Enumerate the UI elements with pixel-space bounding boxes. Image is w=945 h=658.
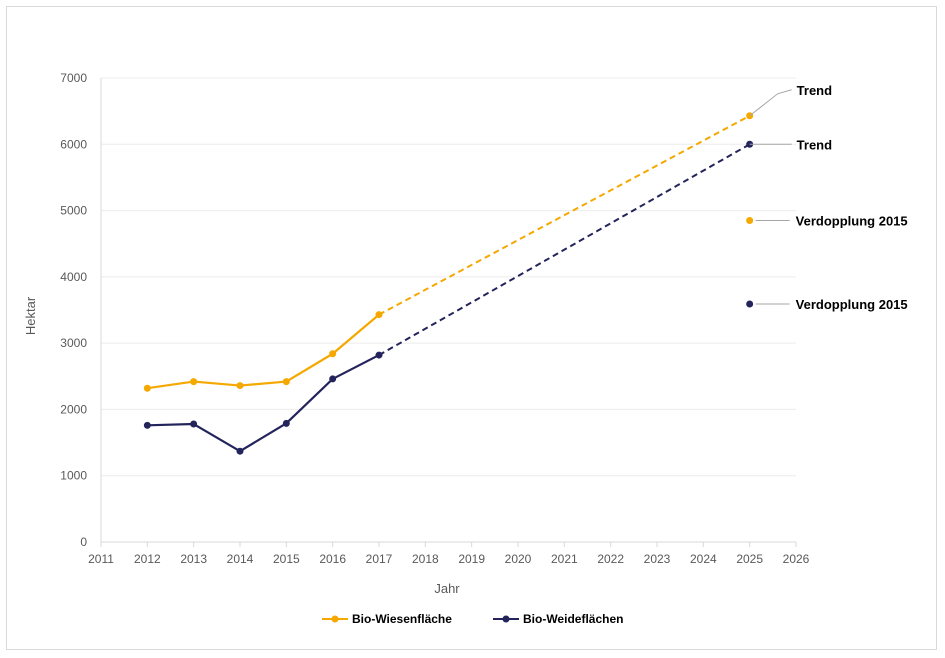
x-tick-label: 2016 (319, 552, 346, 566)
gridlines (101, 77, 796, 477)
x-tick-label: 2012 (134, 552, 161, 566)
x-tick-label: 2021 (551, 552, 578, 566)
trend-label: Trend (797, 83, 832, 98)
data-point (190, 378, 198, 386)
legend-label-weide: Bio-Weideflächen (523, 612, 623, 626)
data-point (329, 350, 337, 358)
data-point (236, 382, 244, 390)
y-tick-label: 1000 (60, 469, 87, 483)
target-point (746, 300, 754, 308)
legend-label-wiesen: Bio-Wiesenfläche (352, 612, 452, 626)
trend-lines (378, 89, 792, 356)
trend-label-leader (749, 89, 792, 117)
data-point (375, 311, 383, 319)
x-tick-label: 2020 (505, 552, 532, 566)
x-tick-label: 2018 (412, 552, 439, 566)
x-tick-label: 2024 (690, 552, 717, 566)
series-line (147, 354, 380, 453)
target-point (746, 217, 754, 225)
trend-label: Trend (797, 137, 832, 152)
legend-marker-weide (502, 615, 510, 623)
line-chart: 0 1000 2000 3000 4000 5000 6000 7000 2011 2012 201… (23, 71, 908, 626)
x-axis-title: Jahr (434, 581, 460, 596)
x-tick-label: 2019 (458, 552, 485, 566)
legend: Bio-Wiesenfläche Bio-Weideflächen (322, 612, 623, 626)
data-series (143, 311, 383, 455)
data-point (143, 384, 151, 392)
y-tick-label: 5000 (60, 204, 87, 218)
x-tick-label: 2022 (597, 552, 624, 566)
x-tick-label: 2026 (783, 552, 810, 566)
data-point (282, 419, 290, 427)
data-point (190, 420, 198, 428)
trend-line (378, 143, 751, 356)
x-tick-label: 2023 (644, 552, 671, 566)
x-tick-label: 2014 (227, 552, 254, 566)
legend-marker-wiesen (331, 615, 339, 623)
data-point (329, 375, 337, 383)
y-axis-title: Hektar (23, 296, 38, 335)
chart-frame: 0 1000 2000 3000 4000 5000 6000 7000 2011 2012 201… (6, 6, 937, 650)
x-tick-label: 2015 (273, 552, 300, 566)
y-tick-label: 2000 (60, 402, 87, 416)
series-line (147, 313, 380, 390)
legend-item-weide: Bio-Weideflächen (493, 612, 623, 626)
trend-line (378, 114, 751, 316)
legend-item-wiesen: Bio-Wiesenfläche (322, 612, 452, 626)
data-point (236, 447, 244, 455)
axes: 0 1000 2000 3000 4000 5000 6000 7000 2011 2012 201… (60, 71, 809, 566)
y-tick-label: 0 (80, 535, 87, 549)
x-tick-label: 2025 (736, 552, 763, 566)
y-tick-label: 4000 (60, 270, 87, 284)
target-label: Verdopplung 2015 (796, 297, 908, 312)
annotations: Trend Trend Verdopplung 2015 Verdopplung 20… (746, 83, 908, 312)
x-tick-label: 2013 (180, 552, 207, 566)
target-label: Verdopplung 2015 (796, 214, 908, 229)
data-point (375, 351, 383, 359)
y-tick-label: 7000 (60, 71, 87, 85)
data-point (282, 378, 290, 386)
y-tick-label: 6000 (60, 137, 87, 151)
x-tick-label: 2011 (88, 552, 114, 566)
x-tick-label: 2017 (366, 552, 393, 566)
y-tick-label: 3000 (60, 336, 87, 350)
data-point (143, 421, 151, 429)
